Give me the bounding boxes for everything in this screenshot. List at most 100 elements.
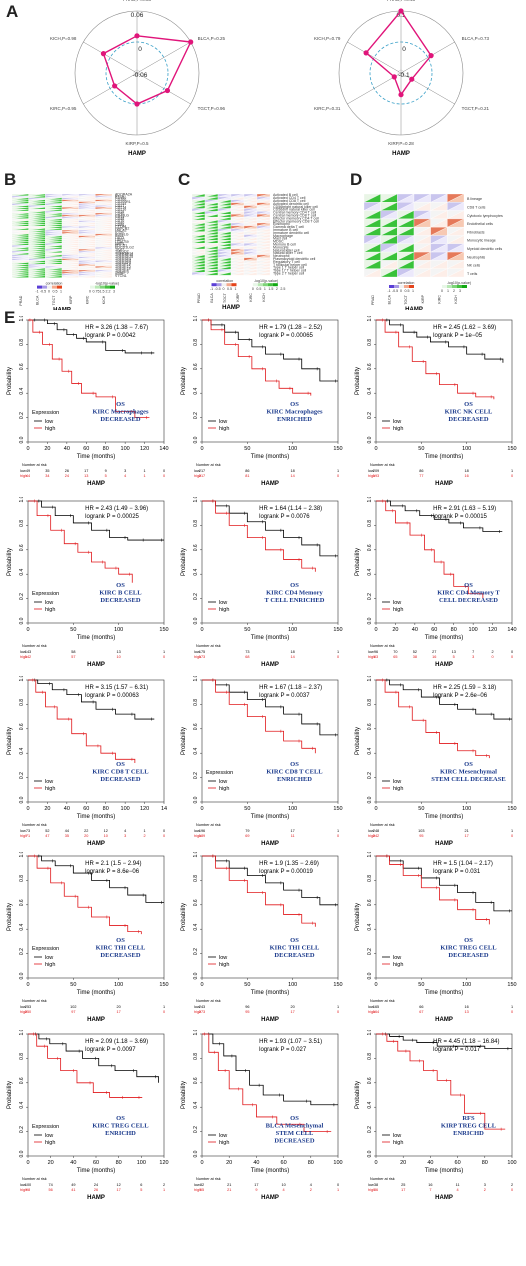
km-risk-low-value: 1: [337, 829, 339, 833]
km-annotation: OS: [290, 761, 299, 768]
radar-tick-label: -0.06: [133, 72, 148, 79]
km-legend-title: Expression: [32, 1124, 59, 1130]
km-high-curve: [28, 319, 150, 418]
km-xtick-label: 50: [418, 982, 424, 988]
km-risk-title: Number at risk: [22, 823, 47, 827]
km-xlabel: Time (months): [77, 814, 115, 820]
km-xtick-label: 40: [427, 1160, 433, 1166]
legend-p-tick: 1: [264, 287, 266, 291]
km-risk-high-value: 273: [199, 1010, 205, 1014]
km-risk-low-value: 13: [452, 650, 456, 654]
legend-p-swatch: [252, 283, 258, 287]
legend-corr-swatch: [216, 283, 222, 287]
km-annotation: BLCA Mesenchymal: [266, 1123, 324, 1130]
radar-point: [428, 53, 434, 59]
km-xlabel: Time (months): [77, 454, 115, 460]
km-annotation: DECREASED: [100, 416, 140, 423]
radar-series-line: [365, 9, 432, 97]
km-legend-high: high: [219, 962, 229, 968]
km-ytick-label: 0.2: [367, 948, 373, 955]
km-risk-high-value: 0: [337, 1010, 339, 1014]
km-low-curve: [376, 1033, 512, 1050]
km-risk-high-value: 38: [413, 655, 417, 659]
km-ylabel: Probability: [181, 903, 187, 931]
km-ytick-label: 0.4: [367, 748, 373, 755]
km-risk-high-value: 11: [291, 834, 295, 838]
km-high-curve: [202, 855, 316, 927]
km-ytick-label: 0.0: [193, 972, 199, 979]
heatmap-d: B lineage CD8 T cells Cytotoxic lymphocyte…: [363, 193, 503, 310]
km-annotation: KIRC CD8 T CELL: [92, 769, 149, 776]
heatmap-row-label: Activated CD4 T cell: [273, 196, 306, 200]
legend-p-tick: 1.5: [100, 290, 105, 294]
km-annotation: KIRC TREG CELL: [440, 945, 497, 952]
radar-point: [134, 33, 140, 39]
km-risk-low-value: 243: [199, 1005, 205, 1009]
km-xtick-label: 80: [103, 806, 109, 812]
km-risk-low-value: 21: [227, 1183, 231, 1187]
radar-tick-label: 0.06: [131, 12, 144, 19]
km-xlabel: Time (months): [77, 635, 115, 641]
km-xlabel: Time (months): [77, 1168, 115, 1174]
km-ytick-label: 0.8: [193, 699, 199, 706]
km-xtick-label: 60: [93, 1160, 99, 1166]
legend-p-swatch: [257, 283, 263, 287]
km-risk-low-value: 22: [84, 829, 88, 833]
legend-corr-swatch: [211, 283, 217, 287]
km-risk-high-label: high: [368, 1010, 375, 1014]
km-risk-low-value: 18: [465, 469, 469, 473]
km-risk-high-value: 69: [245, 834, 249, 838]
km-high-curve: [376, 319, 495, 400]
km-risk-high-value: 17: [117, 1188, 121, 1192]
km-annotation: DECREASED: [448, 416, 488, 423]
km-risk-low-value: 70: [393, 650, 397, 654]
legend-corr-swatch: [221, 283, 227, 287]
heatmap-col-label: PRAD: [371, 295, 375, 305]
legend-corr-tick: -1: [35, 290, 38, 294]
km-ytick-label: 0.0: [19, 617, 25, 624]
legend-corr-tick: 1: [412, 289, 414, 293]
legend-title-p: -log10(p-value): [447, 281, 471, 285]
km-risk-low-value: 0: [337, 1183, 339, 1187]
km-ytick-label: 0.4: [19, 569, 25, 576]
km-logrank-text: logrank P = 0.017: [433, 1047, 481, 1053]
km-legend-high: high: [45, 607, 55, 613]
km-frame: [201, 855, 339, 979]
km-risk-high-value: 95: [245, 1010, 249, 1014]
km-risk-high-value: 1: [163, 1188, 165, 1192]
km-gene-label: HAMP: [87, 481, 105, 487]
km-ytick-label: 0.6: [367, 544, 373, 551]
km-risk-high-value: 1: [337, 1188, 339, 1192]
km-risk-low-value: 52: [45, 829, 49, 833]
km-risk-high-value: 77: [419, 474, 423, 478]
km-risk-title: Number at risk: [196, 463, 221, 467]
km-annotation: OS: [116, 401, 125, 408]
km-ytick-label: 0.8: [367, 520, 373, 527]
km-risk-high-value: 14: [291, 655, 295, 659]
km-high-curve: [28, 855, 142, 935]
legend-corr-tick: 0: [223, 287, 225, 291]
km-xlabel: Time (months): [251, 635, 289, 641]
legend-p-swatch: [105, 285, 110, 289]
km-risk-high-value: 17: [401, 1188, 405, 1192]
km-risk-high-value: 14: [291, 474, 295, 478]
legend-p-tick: 0: [89, 290, 91, 294]
legend-title-p: -log10(p-value): [254, 279, 278, 283]
heatmap-row-label: CD80: [115, 221, 124, 225]
radar-chart-1: 0.06 0 -0.06 PRAD,P=0.88 BLCA,P=0.25 TGCT,P=0…: [50, 0, 226, 157]
heatmap-xlabel: HAMP: [405, 307, 423, 310]
km-xtick-label: 40: [64, 446, 70, 452]
km-xtick-label: 150: [333, 806, 342, 812]
legend-corr-tick: -0.5: [40, 290, 46, 294]
km-risk-high-value: 21: [227, 1188, 231, 1192]
radar-axis-label: KICH,P=0.98: [50, 36, 77, 41]
km-xtick-label: 100: [288, 627, 297, 633]
heatmap-row-label: Activated CD8 T cell: [273, 199, 306, 203]
legend-corr-tick: 0.5: [405, 289, 410, 293]
legend-corr-tick: 1: [235, 287, 237, 291]
km-ytick-label: 0.8: [193, 339, 199, 346]
heatmap-row-label: CD86: [115, 223, 124, 227]
km-xtick-label: 20: [48, 1160, 54, 1166]
